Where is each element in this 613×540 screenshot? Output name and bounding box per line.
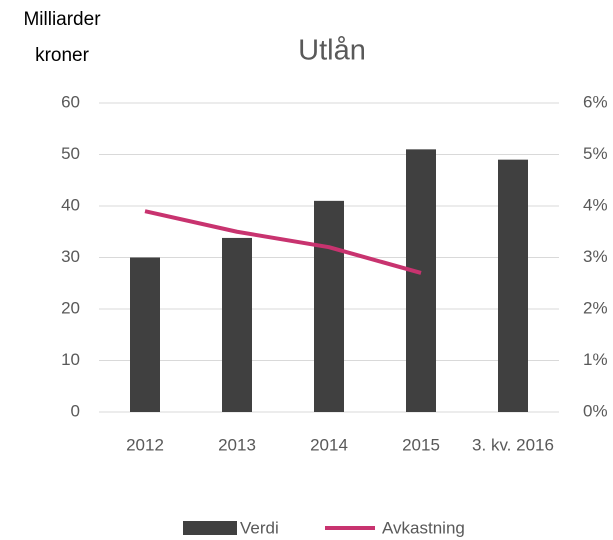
y-axis-label: kroner [35, 45, 90, 66]
x-tick-label: 2012 [126, 435, 164, 454]
chart-title: Utlån [298, 35, 366, 67]
legend-label: Verdi [240, 518, 279, 537]
bar [222, 237, 252, 412]
bar [130, 257, 160, 412]
y2-tick-label: 1% [583, 350, 608, 369]
y2-tick-label: 0% [583, 401, 608, 420]
y-tick-label: 60 [61, 92, 80, 111]
y-tick-label: 30 [61, 247, 80, 266]
y-tick-label: 10 [61, 350, 80, 369]
legend-swatch [183, 521, 237, 535]
y2-tick-label: 2% [583, 298, 608, 317]
x-tick-label: 2014 [310, 435, 348, 454]
y-tick-label: 40 [61, 195, 80, 214]
line [144, 209, 422, 275]
y2-tick-label: 4% [583, 195, 608, 214]
bar [498, 159, 528, 412]
y-tick-label: 20 [61, 298, 80, 317]
y-tick-label: 50 [61, 144, 80, 163]
bar [406, 149, 436, 412]
y2-tick-label: 6% [583, 92, 608, 111]
y-tick-label: 0 [71, 401, 80, 420]
y2-tick-label: 5% [583, 144, 608, 163]
bar [314, 200, 344, 412]
x-tick-label: 2015 [402, 435, 440, 454]
x-tick-label: 2013 [218, 435, 256, 454]
y-axis-label: Milliarder [23, 9, 101, 30]
legend-label: Avkastning [382, 518, 465, 537]
x-tick-label: 3. kv. 2016 [472, 435, 554, 454]
y2-tick-label: 3% [583, 247, 608, 266]
